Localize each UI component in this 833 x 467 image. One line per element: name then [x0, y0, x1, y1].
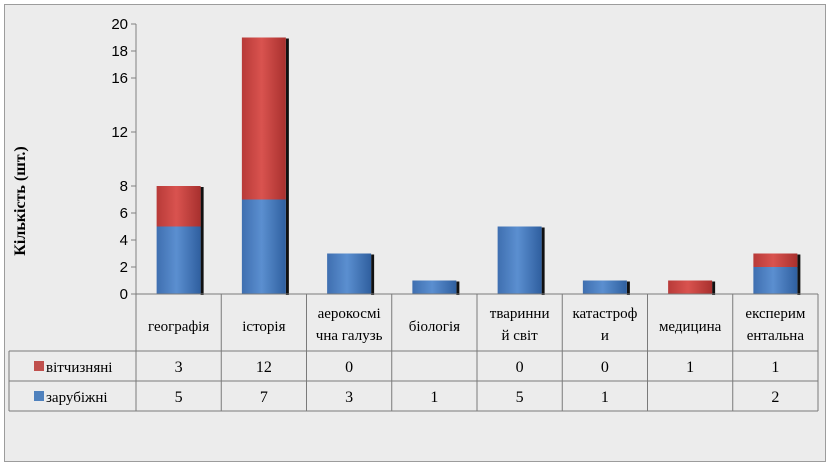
y-axis-label: Кількість (шт.) [12, 146, 29, 255]
table-cell: 1 [771, 359, 779, 376]
bar-зарубіжні [753, 267, 798, 294]
y-tick-label: 0 [120, 286, 128, 303]
bar-вітчизняні [241, 37, 286, 200]
y-tick-label: 4 [120, 232, 128, 249]
category-label: тваринни [490, 306, 550, 322]
table-cell: 7 [260, 389, 268, 406]
category-label: ентальна [747, 328, 805, 344]
category-label: чна галузь [316, 328, 383, 344]
bar-shadow [797, 268, 801, 295]
bar-shadow [200, 227, 204, 295]
bar-shadow [626, 281, 630, 295]
bar-зарубіжні [582, 280, 627, 294]
category-label: географія [148, 319, 209, 335]
table-cell: 3 [175, 359, 183, 376]
bar-зарубіжні [327, 253, 372, 294]
category-label: й світ [502, 328, 539, 344]
y-tick-label: 2 [120, 259, 128, 276]
category-label: катастроф [572, 306, 637, 322]
legend-key-вітчизняні [34, 361, 44, 371]
table-cell: 0 [601, 359, 609, 376]
category-label: и [601, 328, 609, 344]
table-cell: 2 [771, 389, 779, 406]
table-cell: 1 [686, 359, 694, 376]
bar-вітчизняні [753, 253, 798, 267]
bar-shadow [285, 200, 289, 295]
category-label: біологія [409, 319, 460, 335]
y-tick-label: 6 [120, 205, 128, 222]
table-cell: 0 [345, 359, 353, 376]
legend-label: вітчизняні [46, 360, 112, 376]
bar-shadow [456, 281, 460, 295]
bar-shadow [541, 227, 545, 295]
bar-вітчизняні [668, 280, 713, 294]
table-cell: 1 [601, 389, 609, 406]
y-tick-label: 18 [111, 43, 128, 60]
table-cell: 1 [430, 389, 438, 406]
table-cell: 5 [516, 389, 524, 406]
bar-shadow [285, 38, 289, 201]
legend-label: зарубіжні [46, 390, 108, 406]
bar-shadow [797, 254, 801, 268]
bar-shadow [712, 281, 716, 295]
bar-зарубіжні [156, 226, 201, 294]
y-tick-label: 20 [111, 16, 128, 33]
bar-зарубіжні [241, 199, 286, 294]
y-tick-label: 16 [111, 70, 128, 87]
table-cell: 5 [175, 389, 183, 406]
chart-frame: Кількість (шт.) 0 2 4 6 8 12 16 18 20 географія і… [4, 4, 826, 462]
bar-зарубіжні [497, 226, 542, 294]
table-cell: 3 [345, 389, 353, 406]
y-tick-label: 8 [120, 178, 128, 195]
category-label: аерокосмі [318, 306, 381, 322]
category-label: експерим [745, 306, 805, 322]
category-label: історія [242, 319, 285, 335]
bar-shadow [371, 254, 375, 295]
bar-shadow [200, 187, 204, 228]
bar-зарубіжні [412, 280, 457, 294]
table-cell: 12 [256, 359, 272, 376]
bar-вітчизняні [156, 186, 201, 227]
y-tick-label: 12 [111, 124, 128, 141]
table-cell: 0 [516, 359, 524, 376]
category-label: медицина [659, 319, 722, 335]
legend-key-зарубіжні [34, 391, 44, 401]
